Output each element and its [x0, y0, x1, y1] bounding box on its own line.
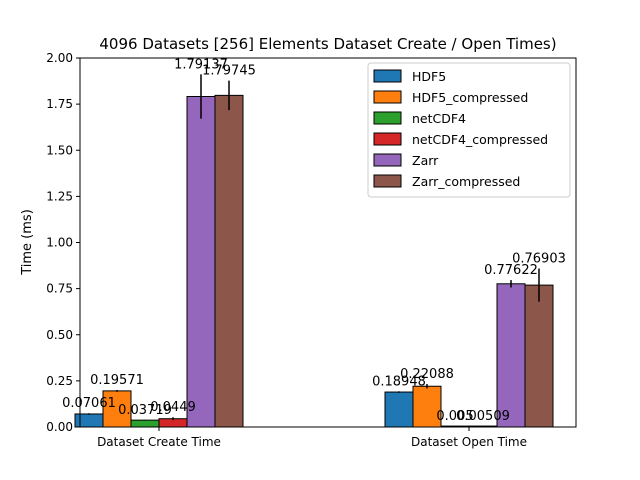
bar-Zarr_compressed-1 — [524, 284, 554, 428]
legend-swatch-Zarr_compressed — [373, 174, 402, 188]
y-tick-label: 1.50 — [46, 143, 73, 157]
y-axis: 0.00 0.25 0.50 0.75 1.00 1.25 1.50 1.75 2.00 — [46, 51, 80, 434]
bars-layer — [74, 94, 554, 428]
legend-label-Zarr_compressed: Zarr_compressed — [412, 174, 520, 189]
data-label-Zarr-0: 1.79137 — [174, 57, 228, 72]
bar-netCDF4-0 — [130, 419, 160, 428]
legend-label-HDF5: HDF5 — [412, 69, 446, 84]
data-label-Zarr_compressed-0: 1.79745 — [202, 64, 256, 79]
legend-label-Zarr: Zarr — [412, 153, 439, 168]
legend-swatch-HDF5 — [373, 69, 402, 83]
data-labels-layer: 0.07061 0.18948 0.19571 0.22088 0.03719 0.005… — [62, 57, 566, 424]
y-tick-label: 0.25 — [46, 374, 73, 388]
x-tick-label: Dataset Open Time — [411, 435, 527, 449]
error-bars-layer — [88, 74, 540, 427]
data-label-HDF5-0: 0.07061 — [62, 396, 116, 411]
bar-HDF5_compressed-1 — [412, 385, 442, 428]
legend-label-netCDF4: netCDF4 — [412, 111, 466, 126]
y-tick-label: 0.50 — [46, 328, 73, 342]
data-label-netCDF4_compressed-0: 0.0449 — [150, 400, 196, 415]
data-label-HDF5_compressed-0: 0.19571 — [90, 373, 144, 388]
x-tick-label: Dataset Create Time — [97, 435, 221, 449]
data-label-netCDF4-0: 0.03719 — [118, 403, 172, 418]
y-tick-label: 1.75 — [46, 97, 73, 111]
data-label-HDF5_compressed-1: 0.22088 — [400, 367, 454, 382]
legend-label-HDF5_compressed: HDF5_compressed — [412, 90, 528, 105]
chart-title: 4096 Datasets [256] Elements Dataset Cre… — [99, 35, 556, 53]
data-label-netCDF4-1: 0.005 — [436, 409, 473, 424]
y-tick-label: 1.00 — [46, 236, 73, 250]
y-axis-label: Time (ms) — [20, 209, 35, 276]
y-tick-label: 1.25 — [46, 189, 73, 203]
y-tick-label: 2.00 — [46, 51, 73, 65]
bar-HDF5-1 — [384, 391, 414, 428]
y-tick-label: 0.00 — [46, 420, 73, 434]
bar-Zarr-0 — [186, 95, 216, 428]
legend-box — [367, 62, 571, 198]
bar-Zarr-1 — [496, 283, 526, 428]
legend-swatch-Zarr — [373, 153, 402, 167]
legend-swatch-netCDF4 — [373, 111, 402, 125]
legend-label-netCDF4_compressed: netCDF4_compressed — [412, 132, 548, 147]
y-tick-label: 0.75 — [46, 282, 73, 296]
legend: HDF5 HDF5_compressed netCDF4 netCDF4_compre… — [367, 62, 571, 198]
data-label-HDF5-1: 0.18948 — [372, 374, 426, 389]
legend-swatch-netCDF4_compressed — [373, 132, 402, 146]
x-axis: Dataset Create Time Dataset Open Time — [97, 427, 527, 449]
data-label-netCDF4_compressed-1: 0.00509 — [456, 409, 510, 424]
data-label-Zarr-1: 0.77622 — [484, 263, 538, 278]
bar-HDF5-0 — [74, 413, 104, 428]
legend-swatch-HDF5_compressed — [373, 90, 402, 104]
bar-Zarr_compressed-0 — [214, 94, 244, 428]
data-label-Zarr_compressed-1: 0.76903 — [512, 252, 566, 267]
